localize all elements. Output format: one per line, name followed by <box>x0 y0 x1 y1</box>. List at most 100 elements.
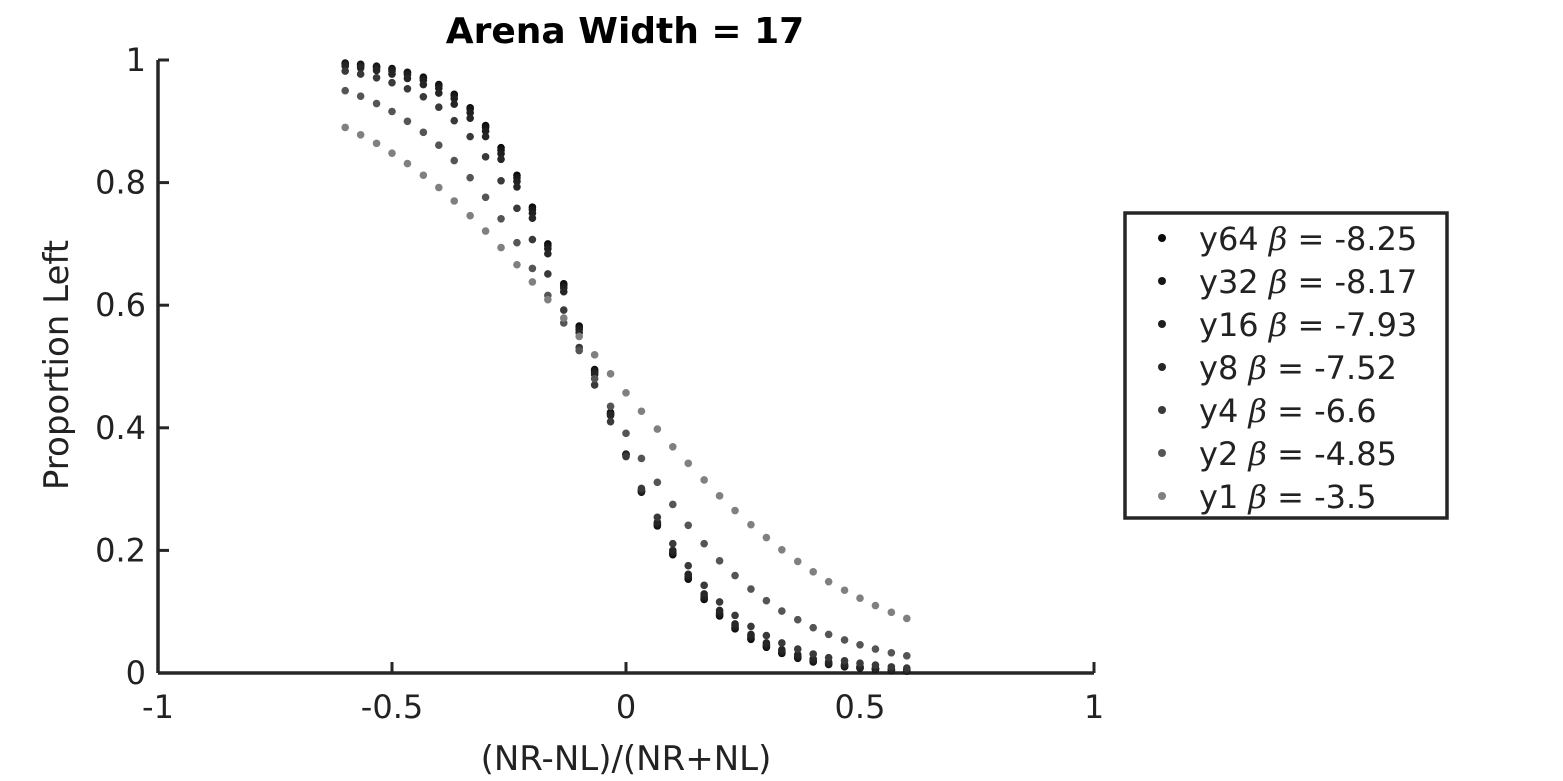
legend-series-name: y64 <box>1199 220 1269 258</box>
data-point <box>513 204 521 213</box>
legend-beta-value: -8.25 <box>1334 220 1417 258</box>
data-point <box>403 85 412 93</box>
data-point <box>669 443 677 451</box>
data-point <box>887 663 896 671</box>
data-point <box>466 114 474 123</box>
data-point <box>435 103 443 112</box>
data-point <box>513 177 521 186</box>
legend-beta-symbol: β <box>1247 478 1267 516</box>
data-point <box>356 64 365 72</box>
x-tick-label: 1 <box>1084 688 1104 726</box>
data-point <box>715 492 724 500</box>
data-point <box>466 173 474 182</box>
data-point <box>419 92 428 101</box>
data-point <box>528 214 537 222</box>
legend-equals: = <box>1287 306 1334 344</box>
data-point <box>778 607 786 615</box>
data-point <box>762 533 771 542</box>
legend-entry: y16 β = -7.93 <box>1199 306 1417 344</box>
data-point <box>575 332 583 341</box>
legend-marker <box>1158 406 1166 414</box>
legend-entry: y8 β = -7.52 <box>1199 349 1397 387</box>
data-point <box>528 264 537 273</box>
y-tick-label: 0 <box>126 654 146 692</box>
legend-beta-value: -3.5 <box>1314 478 1376 516</box>
data-point <box>762 639 771 647</box>
data-point <box>887 648 896 657</box>
data-point <box>824 577 833 586</box>
legend-beta-symbol: β <box>1268 263 1288 301</box>
data-point <box>341 86 350 95</box>
data-point <box>731 620 739 628</box>
data-point <box>575 346 583 355</box>
legend-equals: = <box>1287 220 1334 258</box>
data-point <box>715 606 724 615</box>
data-point <box>903 614 911 623</box>
y-tick-label: 0.2 <box>95 531 146 569</box>
data-point <box>731 506 739 515</box>
data-point <box>466 132 474 141</box>
data-point <box>622 452 630 461</box>
legend-series-name: y2 <box>1199 435 1248 473</box>
data-point <box>903 652 911 660</box>
data-point <box>419 171 428 180</box>
data-point <box>590 374 599 383</box>
data-point <box>388 149 396 157</box>
legend-entry: y4 β = -6.6 <box>1199 392 1377 430</box>
data-point <box>372 139 381 148</box>
data-point <box>450 116 459 125</box>
data-point <box>528 278 537 286</box>
data-point <box>809 650 817 658</box>
y-tick-label: 0.4 <box>95 409 146 447</box>
legend-series-name: y16 <box>1199 306 1269 344</box>
data-point <box>403 74 412 83</box>
data-point <box>497 214 505 223</box>
legend-entry: y32 β = -8.17 <box>1199 263 1417 301</box>
legend-box <box>1123 211 1449 520</box>
data-point <box>341 123 350 132</box>
data-point <box>403 159 412 168</box>
data-point <box>731 571 739 580</box>
series-y4 <box>341 67 911 672</box>
data-point <box>809 568 817 576</box>
legend-beta-value: -4.85 <box>1314 435 1397 473</box>
data-point <box>466 108 474 117</box>
data-point <box>824 630 833 639</box>
axes: -1 -0.5 0 0.5 1 0 0.2 0.4 0.6 0.8 1 <box>95 41 1104 726</box>
legend-marker <box>1158 277 1166 285</box>
data-point <box>840 586 849 595</box>
legend-series-name: y8 <box>1199 349 1248 387</box>
data-point <box>778 545 786 554</box>
data-point <box>840 656 849 665</box>
data-point <box>637 407 646 416</box>
data-point <box>481 193 490 202</box>
data-point <box>497 155 505 164</box>
y-tick-label: 1 <box>126 41 146 79</box>
data-point <box>637 484 646 493</box>
x-tick-label: -1 <box>142 688 174 726</box>
data-point <box>606 411 615 420</box>
data-point <box>684 521 693 530</box>
data-point <box>669 546 677 555</box>
legend-marker <box>1158 492 1166 500</box>
chart-title: Arena Width = 17 <box>446 11 804 52</box>
legend-entry: y1 β = -3.5 <box>1199 478 1377 516</box>
data-point <box>513 260 521 269</box>
x-tick-label: -0.5 <box>361 688 423 726</box>
data-point <box>840 636 849 644</box>
legend-equals: = <box>1267 478 1314 516</box>
data-point <box>809 623 817 632</box>
data-point <box>590 381 599 389</box>
data-point <box>481 153 490 161</box>
data-point <box>856 594 864 603</box>
data-point <box>388 78 396 87</box>
data-point <box>544 270 552 278</box>
data-point <box>403 117 412 126</box>
data-point <box>481 227 490 235</box>
legend-series-name: y4 <box>1199 392 1248 430</box>
data-point <box>590 351 599 359</box>
data-point <box>747 630 755 639</box>
data-point <box>747 622 755 631</box>
data-point <box>700 539 708 548</box>
data-point <box>700 581 708 590</box>
